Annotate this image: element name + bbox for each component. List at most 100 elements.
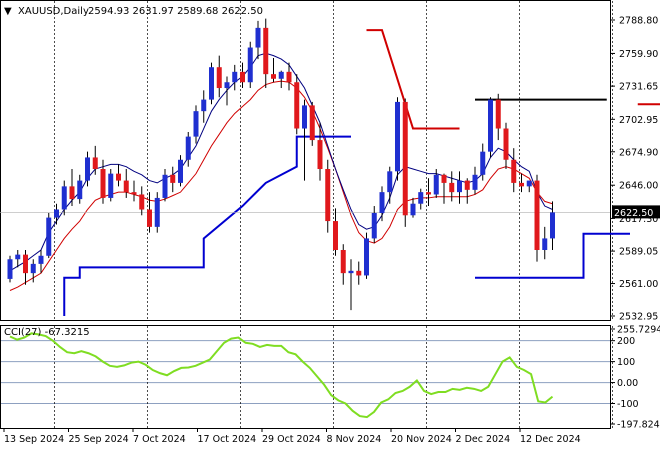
bear-candle [139,194,145,210]
bear-candle [519,182,524,187]
bull-candle [54,209,59,218]
bull-candle [542,238,548,250]
price-panel[interactable]: 2788.80 2759.90 2731.65 2702.95 2674.90 2646.… [0,0,660,323]
bull-candle [193,111,199,137]
bear-candle [464,180,470,190]
bear-candle [426,192,431,195]
cci-line [9,332,554,419]
bull-candle [410,203,416,216]
bull-candle [418,192,424,204]
cci-tick-label: 0.00 [617,378,638,389]
bull-candle [7,259,13,279]
ema-slow-line [9,80,553,291]
bear-candle [356,270,362,276]
price-panel-border [0,0,611,321]
bull-candle [364,238,369,276]
bear-candle [309,105,315,141]
bull-candle [488,99,493,152]
price-axis: 2788.80 2759.90 2731.65 2702.95 2674.90 2646.… [610,16,658,323]
bear-candle [271,74,276,79]
bear-candle [503,128,509,160]
date-tick-label: 8 Nov 2024 [327,434,382,445]
price-tick-label: 2788.80 [619,16,658,27]
current-price-marker: 2622.50 [612,205,660,219]
bull-candle [550,212,555,239]
bull-candle [433,174,439,195]
current-price-label: 2622.50 [614,208,653,219]
bull-candle [30,263,36,274]
bull-candle [395,101,400,172]
stop-support-line [63,135,351,316]
bear-candle [441,174,447,183]
price-tick-label: 2702.95 [619,115,658,126]
price-grid [54,1,613,320]
bull-candle [61,186,67,210]
bear-candle [23,254,28,274]
bear-candle [495,99,501,129]
current-price-label-bg [612,205,660,219]
bear-candle [116,173,121,181]
price-tick-label: 2674.90 [619,147,658,158]
bear-candle [147,209,152,227]
date-tick-label: 29 Oct 2024 [262,434,321,445]
bear-candle [317,140,323,170]
bull-candle [15,254,21,260]
triangle-down-icon: ▼ [4,6,12,17]
bull-candle [162,174,168,198]
bull-candle [278,71,284,79]
bull-candle [209,67,214,100]
bull-candle [457,180,462,193]
bull-candle [154,197,160,227]
bull-candle [178,159,183,183]
bull-candle [224,82,230,89]
ohlc-values: 2594.93 2631.97 2589.68 2622.50 [88,6,263,17]
bear-candle [402,101,408,216]
date-axis: 13 Sep 2024 25 Sep 2024 7 Oct 2024 17 Oct 2… [3,428,581,445]
price-tick-label: 2731.65 [619,82,658,93]
candles [7,18,555,311]
bear-candle [92,157,98,170]
bull-candle [247,47,253,83]
price-tick-label: 2759.90 [619,49,658,60]
bull-candle [472,174,478,190]
date-tick-label: 12 Dec 2024 [520,434,581,445]
bear-candle [449,182,455,193]
bull-candle [255,27,261,48]
bull-candle [38,255,44,264]
bear-candle [100,169,106,198]
bear-candle [170,174,176,183]
bear-candle [294,82,300,129]
date-tick-label: 25 Sep 2024 [69,434,129,445]
symbol-title: XAUUSD,Daily [18,6,89,17]
cci-tick-label: -100 [617,399,639,410]
bull-candle [232,71,238,83]
stop-support-line [475,232,630,279]
bear-candle [325,169,331,222]
price-tick-label: 2589.05 [619,247,658,258]
date-tick-label: 2 Dec 2024 [456,434,511,445]
bear-candle [69,186,75,200]
bull-candle [348,270,354,274]
bear-candle [340,249,346,274]
cci-tick-label: 255.7294 [617,325,660,336]
bull-candle [77,180,83,200]
stop-resistance-line [366,29,460,130]
cci-title: CCI(27) -67.3215 [4,327,90,338]
bull-candle [302,105,307,129]
bear-candle [131,192,137,195]
bull-candle [46,217,52,256]
chart-header: ▼ XAUUSD,Daily 2594.93 2631.97 2589.68 2… [4,6,263,17]
bull-candle [85,157,90,181]
cci-tick-label: 200 [617,336,635,347]
price-tick-label: 2561.00 [619,279,658,290]
bull-candle [371,212,377,239]
cci-grid [1,326,613,428]
bear-candle [511,159,517,183]
cci-tick-label: 100 [617,357,635,368]
bull-candle [387,171,393,193]
date-tick-label: 17 Oct 2024 [198,434,257,445]
bear-candle [263,27,269,75]
bear-candle [240,71,245,83]
